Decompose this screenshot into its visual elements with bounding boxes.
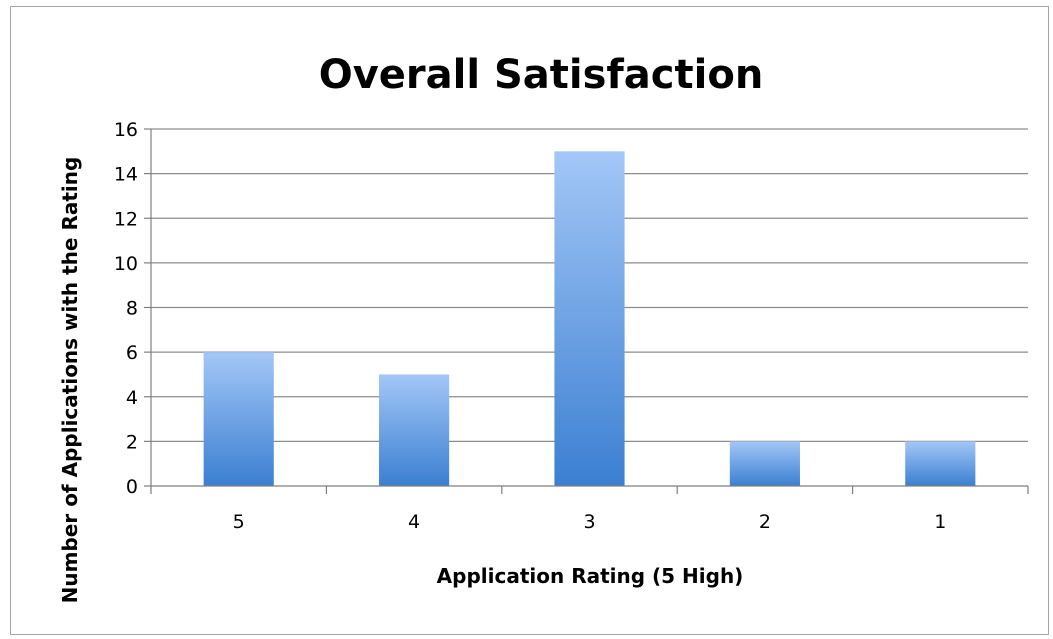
chart-title: Overall Satisfaction — [319, 52, 764, 98]
y-tick-labels: 0 2 4 6 8 10 12 14 16 — [114, 119, 138, 498]
y-tick-label: 0 — [126, 476, 138, 498]
x-axis-title: Application Rating (5 High) — [437, 564, 744, 588]
x-tick-labels: 5 4 3 2 1 — [233, 511, 947, 533]
x-tick-label: 2 — [759, 511, 771, 533]
axis-layer — [144, 128, 1029, 494]
bar-rating-2 — [729, 441, 800, 486]
y-axis-title: Number of Applications with the Rating — [58, 157, 82, 604]
y-tick-label: 16 — [114, 119, 138, 141]
y-tick-label: 8 — [126, 298, 138, 320]
bar-rating-1 — [905, 441, 976, 486]
y-tick-label: 2 — [126, 431, 138, 453]
bars-layer — [203, 151, 976, 486]
y-tick-label: 12 — [114, 208, 138, 230]
chart-frame — [10, 6, 1049, 635]
y-tick-label: 6 — [126, 342, 138, 364]
x-tick-label: 1 — [934, 511, 946, 533]
y-tick-label: 4 — [126, 387, 138, 409]
bar-rating-3 — [554, 151, 625, 486]
bar-rating-5 — [203, 352, 274, 486]
bar-rating-4 — [379, 374, 450, 486]
x-tick-label: 4 — [408, 511, 420, 533]
y-tick-label: 10 — [114, 253, 138, 275]
y-tick-label: 14 — [114, 164, 138, 186]
x-tick-label: 5 — [233, 511, 245, 533]
x-tick-label: 3 — [583, 511, 595, 533]
